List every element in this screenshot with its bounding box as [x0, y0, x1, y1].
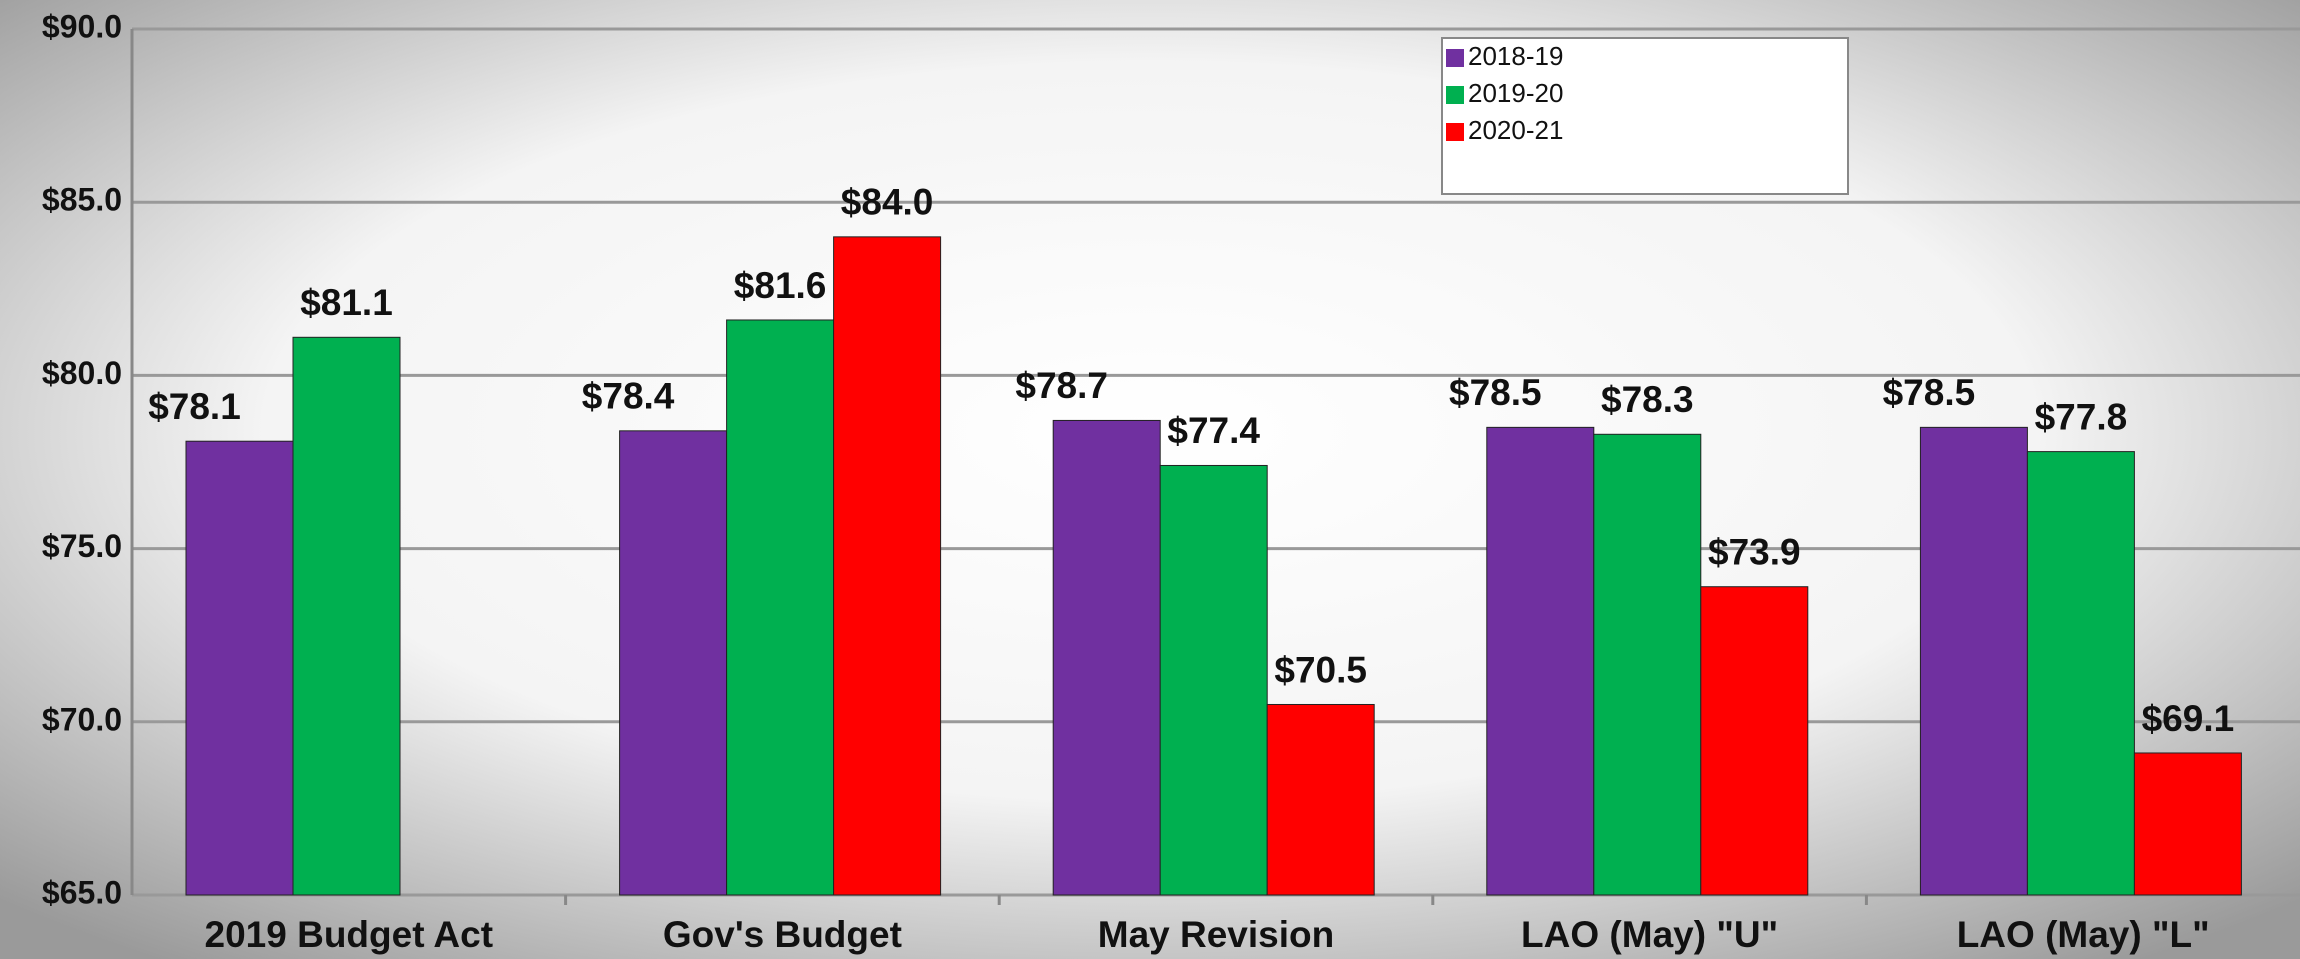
value-label: $77.4	[1167, 410, 1260, 451]
value-label: $73.9	[1708, 531, 1801, 572]
legend-swatch	[1446, 123, 1464, 141]
y-tick-label: $80.0	[42, 355, 122, 391]
value-label: $78.5	[1883, 372, 1976, 413]
legend-label: 2018-19	[1468, 41, 1563, 71]
bar	[1266, 703, 1375, 896]
x-tick-label: 2019 Budget Act	[205, 914, 494, 955]
x-tick-label: LAO (May) "U"	[1521, 914, 1778, 955]
y-tick-label: $75.0	[42, 528, 122, 564]
legend-swatch	[1446, 49, 1464, 67]
bar	[1593, 433, 1702, 896]
value-label: $78.3	[1601, 379, 1694, 420]
value-label: $84.0	[841, 182, 934, 223]
bar	[1700, 586, 1809, 896]
legend-swatch	[1446, 86, 1464, 104]
bar	[1486, 426, 1595, 896]
y-tick-label: $85.0	[42, 182, 122, 218]
bar	[2133, 752, 2242, 896]
bar	[185, 440, 294, 896]
value-label: $81.6	[734, 265, 827, 306]
y-tick-label: $70.0	[42, 701, 122, 737]
y-tick-label: $65.0	[42, 874, 122, 910]
value-label: $69.1	[2142, 698, 2235, 739]
bar	[1919, 426, 2028, 896]
x-tick-label: Gov's Budget	[663, 914, 902, 955]
bar	[2026, 451, 2135, 896]
y-tick-label: $90.0	[42, 8, 122, 44]
bar	[1052, 419, 1161, 896]
value-label: $78.4	[582, 376, 675, 417]
value-label: $81.1	[300, 282, 393, 323]
legend-label: 2019-20	[1468, 78, 1563, 108]
value-label: $78.5	[1449, 372, 1542, 413]
bar	[619, 430, 728, 896]
value-label: $77.8	[2035, 396, 2128, 437]
legend-box	[1441, 37, 1849, 195]
legend-label: 2020-21	[1468, 115, 1563, 145]
value-label: $70.5	[1274, 649, 1367, 690]
x-tick-label: May Revision	[1098, 914, 1334, 955]
bar	[833, 236, 942, 896]
value-label: $78.1	[148, 386, 241, 427]
value-label: $78.7	[1015, 365, 1108, 406]
x-tick-label: LAO (May) "L"	[1957, 914, 2210, 955]
bar	[292, 336, 401, 896]
bar	[1159, 464, 1268, 896]
bar	[726, 319, 835, 896]
